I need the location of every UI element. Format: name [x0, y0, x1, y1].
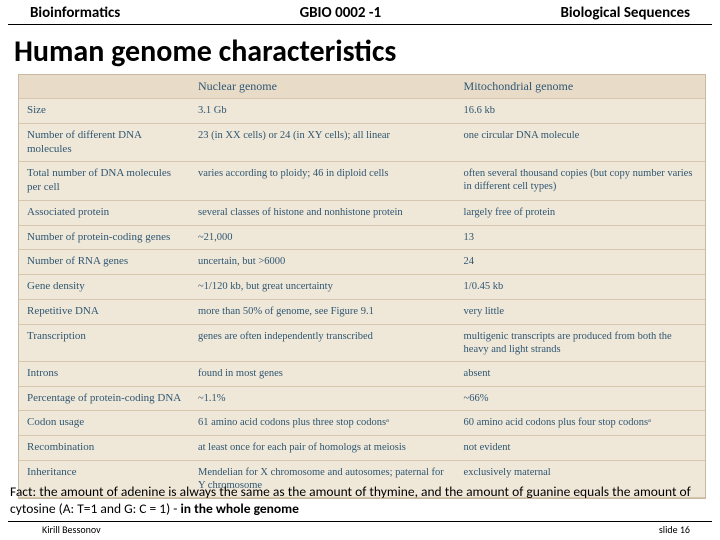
row-label: Number of RNA genes — [19, 250, 190, 275]
genome-table-wrapper: Nuclear genome Mitochondrial genome Size… — [18, 74, 706, 499]
row-cell: 13 — [456, 225, 705, 250]
row-label: Number of protein-coding genes — [19, 225, 190, 250]
fact-text: Fact: the amount of adenine is always th… — [10, 483, 691, 517]
table-header-row: Nuclear genome Mitochondrial genome — [19, 75, 705, 99]
row-cell: not evident — [456, 436, 705, 461]
row-cell: very little — [456, 299, 705, 324]
table-row: Codon usage61 amino acid codons plus thr… — [19, 411, 705, 436]
table-row: Number of protein-coding genes~21,00013 — [19, 225, 705, 250]
row-cell: ~1/120 kb, but great uncertainty — [190, 275, 456, 300]
row-label: Associated protein — [19, 200, 190, 225]
row-cell: found in most genes — [190, 361, 456, 386]
table-row: Size3.1 Gb16.6 kb — [19, 99, 705, 124]
row-cell: largely free of protein — [456, 200, 705, 225]
genome-table: Nuclear genome Mitochondrial genome Size… — [19, 75, 705, 498]
row-cell: ~1.1% — [190, 386, 456, 411]
row-cell: multigenic transcripts are produced from… — [456, 324, 705, 361]
row-cell: one circular DNA molecule — [456, 123, 705, 162]
fact-bold: in the whole genome — [180, 500, 298, 517]
row-label: Codon usage — [19, 411, 190, 436]
row-label: Gene density — [19, 275, 190, 300]
footer-slide-number: slide 16 — [659, 523, 690, 536]
slide-title: Human genome characteristics — [0, 25, 720, 74]
header-right: Biological Sequences — [560, 4, 690, 22]
row-cell: at least once for each pair of homologs … — [190, 436, 456, 461]
row-label: Total number of DNA molecules per cell — [19, 162, 190, 201]
footer-author: Kirill Bessonov — [42, 523, 101, 536]
table-row: Total number of DNA molecules per cellva… — [19, 162, 705, 201]
table-row: Percentage of protein-coding DNA~1.1%~66… — [19, 386, 705, 411]
row-cell: often several thousand copies (but copy … — [456, 162, 705, 201]
row-label: Number of different DNA molecules — [19, 123, 190, 162]
row-cell: 61 amino acid codons plus three stop cod… — [190, 411, 456, 436]
row-cell: 24 — [456, 250, 705, 275]
col-header-mito: Mitochondrial genome — [456, 75, 705, 99]
row-label: Repetitive DNA — [19, 299, 190, 324]
row-cell: absent — [456, 361, 705, 386]
table-row: Associated proteinseveral classes of his… — [19, 200, 705, 225]
header-center: GBIO 0002 -1 — [300, 4, 382, 22]
row-cell: more than 50% of genome, see Figure 9.1 — [190, 299, 456, 324]
row-cell: 16.6 kb — [456, 99, 705, 124]
table-row: Recombinationat least once for each pair… — [19, 436, 705, 461]
row-label: Recombination — [19, 436, 190, 461]
table-row: Repetitive DNAmore than 50% of genome, s… — [19, 299, 705, 324]
row-cell: genes are often independently transcribe… — [190, 324, 456, 361]
table-row: Gene density~1/120 kb, but great uncerta… — [19, 275, 705, 300]
header-left: Bioinformatics — [30, 4, 120, 22]
row-cell: ~21,000 — [190, 225, 456, 250]
row-cell: several classes of histone and nonhiston… — [190, 200, 456, 225]
fact-line: Fact: the amount of adenine is always th… — [6, 484, 714, 518]
table-row: Number of different DNA molecules23 (in … — [19, 123, 705, 162]
slide-footer: Kirill Bessonov slide 16 — [8, 521, 712, 538]
row-cell: 60 amino acid codons plus four stop codo… — [456, 411, 705, 436]
row-cell: varies according to ploidy; 46 in diploi… — [190, 162, 456, 201]
table-row: Transcriptiongenes are often independent… — [19, 324, 705, 361]
col-header-nuclear: Nuclear genome — [190, 75, 456, 99]
row-label: Transcription — [19, 324, 190, 361]
row-cell: 3.1 Gb — [190, 99, 456, 124]
row-cell: 1/0.45 kb — [456, 275, 705, 300]
row-label: Size — [19, 99, 190, 124]
col-header-blank — [19, 75, 190, 99]
row-label: Introns — [19, 361, 190, 386]
row-cell: uncertain, but >6000 — [190, 250, 456, 275]
row-cell: ~66% — [456, 386, 705, 411]
slide-header: Bioinformatics GBIO 0002 -1 Biological S… — [8, 0, 712, 25]
row-label: Percentage of protein-coding DNA — [19, 386, 190, 411]
table-row: Number of RNA genesuncertain, but >60002… — [19, 250, 705, 275]
table-row: Intronsfound in most genesabsent — [19, 361, 705, 386]
row-cell: 23 (in XX cells) or 24 (in XY cells); al… — [190, 123, 456, 162]
